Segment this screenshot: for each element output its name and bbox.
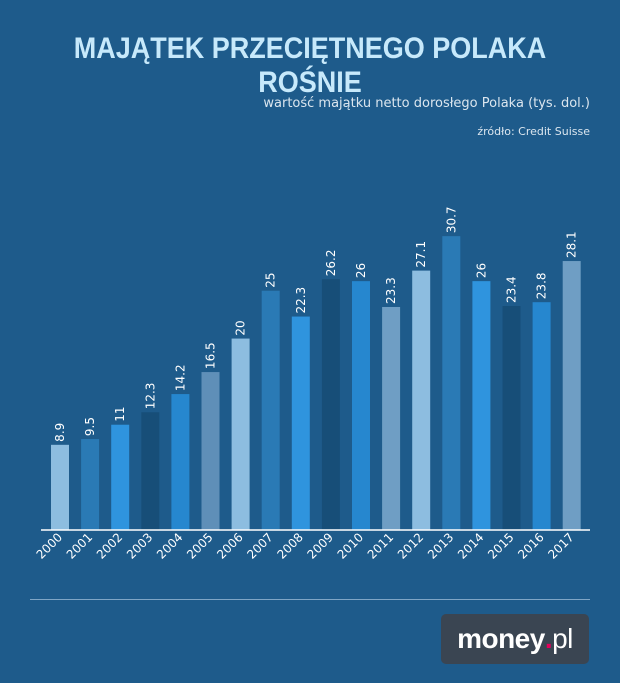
value-label-2000: 8.9 bbox=[53, 423, 67, 442]
bar-chart: 8.9 9.5 11 12.3 14.2 16.5 20 25 22.3 26.2 26 23.3 27… bbox=[34, 206, 590, 562]
tick-label-2011: 2011 bbox=[365, 530, 396, 561]
bar-2009 bbox=[321, 279, 340, 530]
tick-label-2007: 2007 bbox=[244, 530, 275, 561]
bar-2013 bbox=[442, 236, 461, 530]
chart-title: MAJĄTEK PRZECIĘTNEGO POLAKA ROŚNIE bbox=[73, 32, 547, 99]
bar-2007 bbox=[261, 290, 280, 530]
value-label-2015: 23.4 bbox=[505, 276, 519, 303]
value-label-2014: 26 bbox=[474, 263, 488, 278]
value-label-2005: 16.5 bbox=[204, 342, 218, 369]
tick-label-2000: 2000 bbox=[34, 530, 65, 561]
tick-label-2001: 2001 bbox=[64, 530, 95, 561]
value-label-2007: 25 bbox=[264, 272, 278, 287]
tick-label-2012: 2012 bbox=[395, 530, 426, 561]
tick-label-2017: 2017 bbox=[545, 530, 576, 561]
value-label-2016: 23.8 bbox=[535, 272, 549, 299]
tick-label-2003: 2003 bbox=[124, 530, 155, 561]
value-label-2011: 23.3 bbox=[384, 277, 398, 304]
value-label-2008: 22.3 bbox=[294, 287, 308, 314]
chart-subtitle: wartość majątku netto dorosłego Polaka (… bbox=[263, 96, 590, 111]
value-label-2003: 12.3 bbox=[143, 383, 157, 410]
bar-2016 bbox=[532, 302, 551, 530]
value-label-2017: 28.1 bbox=[565, 231, 579, 258]
bar-2006 bbox=[231, 338, 250, 530]
bar-2004 bbox=[171, 394, 190, 530]
tick-label-2010: 2010 bbox=[335, 530, 366, 561]
tick-label-2005: 2005 bbox=[184, 530, 215, 561]
value-label-2013: 30.7 bbox=[444, 206, 458, 233]
bar-2014 bbox=[472, 281, 491, 530]
tick-label-2016: 2016 bbox=[515, 530, 546, 561]
footer-divider bbox=[30, 599, 590, 600]
bar-2012 bbox=[412, 270, 431, 530]
logo-tld: pl bbox=[552, 623, 573, 654]
bar-2010 bbox=[352, 281, 370, 530]
tick-label-2008: 2008 bbox=[274, 530, 305, 561]
value-label-2010: 26 bbox=[354, 263, 368, 278]
tick-label-2002: 2002 bbox=[94, 530, 125, 561]
bar-2002 bbox=[111, 424, 130, 530]
bar-2001 bbox=[81, 439, 100, 530]
money-pl-logo[interactable]: money. pl bbox=[441, 614, 589, 664]
bar-2000 bbox=[51, 444, 69, 530]
value-label-2002: 11 bbox=[113, 406, 127, 421]
bar-2015 bbox=[502, 306, 521, 530]
value-label-2001: 9.5 bbox=[83, 417, 97, 436]
source-note: źródło: Credit Suisse bbox=[477, 125, 590, 138]
tick-label-2006: 2006 bbox=[214, 530, 245, 561]
value-label-2006: 20 bbox=[234, 320, 248, 335]
tick-label-2009: 2009 bbox=[305, 530, 336, 561]
tick-label-2013: 2013 bbox=[425, 530, 456, 561]
tick-label-2004: 2004 bbox=[154, 530, 185, 561]
bar-2008 bbox=[291, 316, 310, 530]
bar-2005 bbox=[201, 372, 220, 530]
value-label-2009: 26.2 bbox=[324, 250, 338, 277]
value-label-2012: 27.1 bbox=[414, 241, 428, 268]
value-label-2004: 14.2 bbox=[173, 364, 187, 391]
tick-label-2014: 2014 bbox=[455, 530, 486, 561]
bar-2011 bbox=[382, 306, 401, 530]
logo-dot: . bbox=[544, 623, 553, 654]
tick-label-2015: 2015 bbox=[485, 530, 516, 561]
bar-2017 bbox=[562, 261, 581, 530]
logo-brand: money bbox=[457, 623, 545, 654]
bar-2003 bbox=[141, 412, 160, 530]
